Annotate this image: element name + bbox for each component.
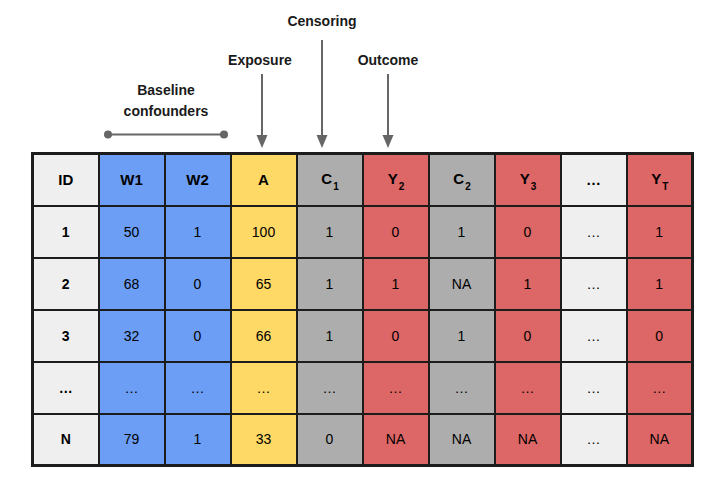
table-cell: 1 xyxy=(297,310,363,362)
column-header-label: W2 xyxy=(186,171,209,188)
column-header-label: Y xyxy=(520,170,530,187)
table-cell: 32 xyxy=(99,310,165,362)
table-cell: 0 xyxy=(363,206,429,258)
table-cell: … xyxy=(231,362,297,414)
column-header-id: ID xyxy=(33,154,99,206)
table-row: 3 32 0 66 1 0 1 0 … 0 xyxy=(33,310,693,362)
table-cell: 2 xyxy=(33,258,99,310)
table-cell: … xyxy=(495,362,561,414)
table-cell: 100 xyxy=(231,206,297,258)
table-cell: … xyxy=(33,362,99,414)
table-cell: … xyxy=(561,258,627,310)
table-cell: 50 xyxy=(99,206,165,258)
column-header-label: … xyxy=(586,171,601,188)
column-header-w2: W2 xyxy=(165,154,231,206)
table-cell: 0 xyxy=(165,258,231,310)
table-row: 1 50 1 100 1 0 1 0 … 1 xyxy=(33,206,693,258)
table-cell: … xyxy=(429,362,495,414)
column-header-label: Y xyxy=(651,170,661,187)
table-cell: … xyxy=(561,362,627,414)
table-row: N 79 1 33 0 NA NA NA … NA xyxy=(33,414,693,466)
table-cell: NA xyxy=(363,414,429,466)
table-cell: NA xyxy=(429,414,495,466)
column-header-c1: C1 xyxy=(297,154,363,206)
column-header-label: C xyxy=(453,170,464,187)
table-cell: NA xyxy=(429,258,495,310)
column-header-subscript: 2 xyxy=(465,181,471,192)
table-cell: 1 xyxy=(627,206,693,258)
column-header-label: Y xyxy=(388,170,398,187)
header-row: ID W1 W2 A C1 Y2 C2 Y3 … YT xyxy=(33,154,693,206)
table-cell: … xyxy=(363,362,429,414)
column-header-label: A xyxy=(258,171,269,188)
table-cell: 1 xyxy=(297,206,363,258)
table-cell: … xyxy=(297,362,363,414)
table-cell: … xyxy=(561,206,627,258)
table-row: 2 68 0 65 1 1 NA 1 … 1 xyxy=(33,258,693,310)
censoring-arrow xyxy=(317,40,328,148)
table-cell: 0 xyxy=(495,206,561,258)
table-cell: 0 xyxy=(297,414,363,466)
table-cell: N xyxy=(33,414,99,466)
column-header-label: ID xyxy=(58,171,73,188)
column-header-label: C xyxy=(321,170,332,187)
table-cell: … xyxy=(561,310,627,362)
table-cell: 65 xyxy=(231,258,297,310)
table-cell: 1 xyxy=(363,258,429,310)
table-cell: 1 xyxy=(33,206,99,258)
annotation-arrows xyxy=(0,0,724,152)
table-cell: 1 xyxy=(165,414,231,466)
table-cell: 1 xyxy=(429,310,495,362)
table-cell: 1 xyxy=(297,258,363,310)
table-cell: 1 xyxy=(165,206,231,258)
table-cell: 79 xyxy=(99,414,165,466)
column-header-yt: YT xyxy=(627,154,693,206)
table-cell: 1 xyxy=(429,206,495,258)
table-cell: … xyxy=(627,362,693,414)
table-cell: 0 xyxy=(165,310,231,362)
table-cell: 66 xyxy=(231,310,297,362)
column-header-c2: C2 xyxy=(429,154,495,206)
table-cell: 0 xyxy=(363,310,429,362)
table-cell: 1 xyxy=(495,258,561,310)
table-row: … … … … … … … … … … xyxy=(33,362,693,414)
baseline-range-line xyxy=(104,131,228,139)
table-cell: 68 xyxy=(99,258,165,310)
table-cell: NA xyxy=(627,414,693,466)
column-header-label: W1 xyxy=(120,171,143,188)
table-cell: 0 xyxy=(495,310,561,362)
table-cell: NA xyxy=(495,414,561,466)
outcome-arrow xyxy=(383,74,394,148)
table-cell: 33 xyxy=(231,414,297,466)
table-cell: … xyxy=(165,362,231,414)
table-cell: 3 xyxy=(33,310,99,362)
column-header-ellipsis: … xyxy=(561,154,627,206)
table-cell: 1 xyxy=(627,258,693,310)
column-header-a: A xyxy=(231,154,297,206)
exposure-arrow xyxy=(257,74,268,148)
table-cell: … xyxy=(561,414,627,466)
column-header-subscript: 2 xyxy=(399,181,405,192)
column-header-subscript: T xyxy=(662,181,668,192)
column-header-y3: Y3 xyxy=(495,154,561,206)
column-header-y2: Y2 xyxy=(363,154,429,206)
table-cell: 0 xyxy=(627,310,693,362)
data-table: ID W1 W2 A C1 Y2 C2 Y3 … YT 1 50 1 100 1… xyxy=(31,152,694,467)
column-header-subscript: 3 xyxy=(531,181,537,192)
table-cell: … xyxy=(99,362,165,414)
column-header-w1: W1 xyxy=(99,154,165,206)
column-header-subscript: 1 xyxy=(333,181,339,192)
